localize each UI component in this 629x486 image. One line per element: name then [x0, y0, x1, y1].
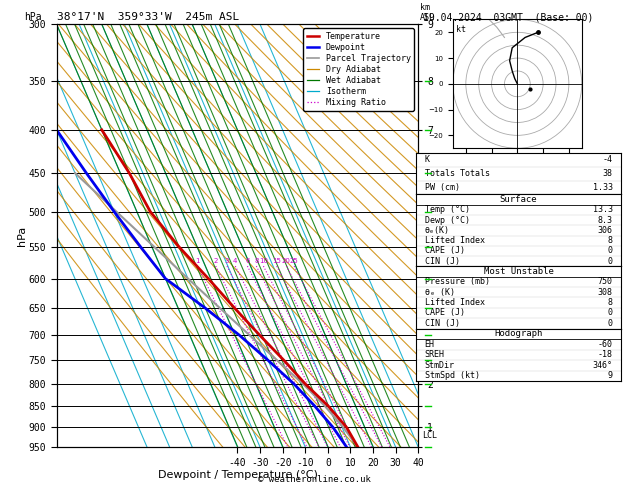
Text: 0: 0 — [608, 257, 613, 266]
X-axis label: Dewpoint / Temperature (°C): Dewpoint / Temperature (°C) — [157, 470, 318, 480]
Text: CIN (J): CIN (J) — [425, 257, 460, 266]
Text: -60: -60 — [598, 340, 613, 349]
Text: 4: 4 — [233, 258, 238, 264]
Text: 3: 3 — [225, 258, 229, 264]
Text: 20: 20 — [282, 258, 291, 264]
Text: hPa: hPa — [24, 12, 42, 22]
Text: © weatheronline.co.uk: © weatheronline.co.uk — [258, 474, 371, 484]
Text: Pressure (mb): Pressure (mb) — [425, 278, 489, 286]
Text: 8.3: 8.3 — [598, 216, 613, 225]
Text: 6: 6 — [245, 258, 250, 264]
Text: Dewp (°C): Dewp (°C) — [425, 216, 470, 225]
Text: 25: 25 — [290, 258, 299, 264]
Text: 13.3: 13.3 — [593, 205, 613, 214]
Text: StmDir: StmDir — [425, 361, 455, 370]
Text: Lifted Index: Lifted Index — [425, 236, 484, 245]
Text: 0: 0 — [608, 246, 613, 256]
Text: CIN (J): CIN (J) — [425, 319, 460, 328]
Legend: Temperature, Dewpoint, Parcel Trajectory, Dry Adiabat, Wet Adiabat, Isotherm, Mi: Temperature, Dewpoint, Parcel Trajectory… — [303, 29, 414, 111]
Text: StmSpd (kt): StmSpd (kt) — [425, 371, 479, 380]
Text: 15: 15 — [272, 258, 281, 264]
Text: 0: 0 — [608, 309, 613, 317]
Text: 1.33: 1.33 — [593, 183, 613, 192]
Text: 38°17'N  359°33'W  245m ASL: 38°17'N 359°33'W 245m ASL — [57, 12, 239, 22]
Text: 750: 750 — [598, 278, 613, 286]
Text: 1: 1 — [195, 258, 200, 264]
Text: 8: 8 — [608, 298, 613, 307]
Text: Most Unstable: Most Unstable — [484, 267, 554, 276]
Text: Lifted Index: Lifted Index — [425, 298, 484, 307]
Text: 2: 2 — [213, 258, 218, 264]
Text: CAPE (J): CAPE (J) — [425, 309, 465, 317]
Text: EH: EH — [425, 340, 435, 349]
Y-axis label: hPa: hPa — [17, 226, 27, 246]
Text: -4: -4 — [603, 156, 613, 164]
Text: Temp (°C): Temp (°C) — [425, 205, 470, 214]
Y-axis label: Mixing Ratio (g/kg): Mixing Ratio (g/kg) — [437, 180, 447, 292]
Text: Hodograph: Hodograph — [494, 330, 543, 338]
Text: -18: -18 — [598, 350, 613, 359]
Text: Surface: Surface — [500, 195, 537, 204]
Text: CAPE (J): CAPE (J) — [425, 246, 465, 256]
Text: LCL: LCL — [422, 431, 437, 440]
Text: θₑ (K): θₑ (K) — [425, 288, 455, 297]
Text: 308: 308 — [598, 288, 613, 297]
Text: 9: 9 — [608, 371, 613, 380]
Text: 306: 306 — [598, 226, 613, 235]
Text: 8: 8 — [254, 258, 259, 264]
Text: 346°: 346° — [593, 361, 613, 370]
Text: kt: kt — [455, 25, 465, 34]
Text: 8: 8 — [608, 236, 613, 245]
Text: 10: 10 — [259, 258, 268, 264]
Text: 38: 38 — [603, 169, 613, 178]
Text: km
ASL: km ASL — [420, 3, 435, 22]
Text: 19.04.2024  03GMT  (Base: 00): 19.04.2024 03GMT (Base: 00) — [423, 12, 594, 22]
Text: PW (cm): PW (cm) — [425, 183, 460, 192]
Text: 0: 0 — [608, 319, 613, 328]
Text: Totals Totals: Totals Totals — [425, 169, 489, 178]
Text: θₑ(K): θₑ(K) — [425, 226, 450, 235]
Text: SREH: SREH — [425, 350, 445, 359]
Text: K: K — [425, 156, 430, 164]
